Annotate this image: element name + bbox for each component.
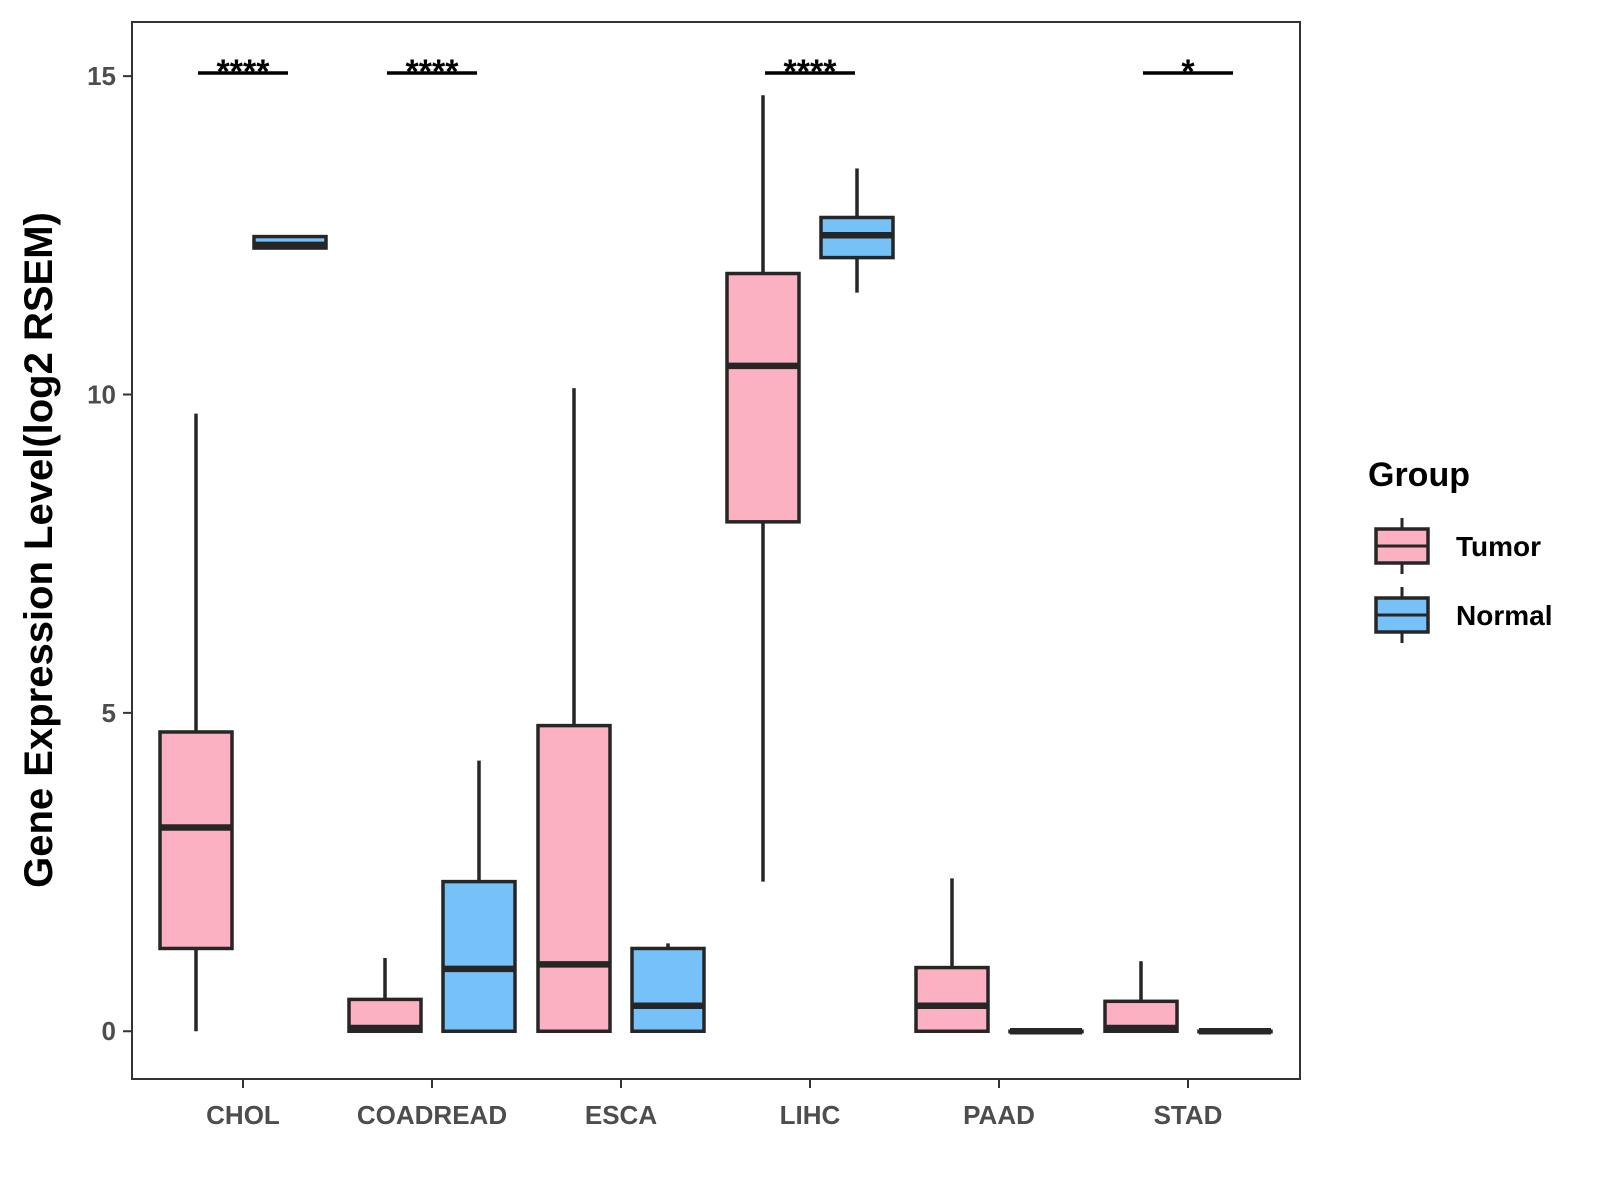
box-tumor-esca — [536, 388, 612, 1033]
x-tick-label: PAAD — [963, 1100, 1035, 1130]
x-tick-label: STAD — [1154, 1100, 1223, 1130]
x-tick-label: CHOL — [206, 1100, 280, 1130]
legend-title: Group — [1368, 456, 1470, 494]
legend-item-normal: Normal — [1374, 587, 1552, 643]
legend-label: Normal — [1456, 600, 1552, 631]
panel-background — [131, 21, 1301, 1080]
box-normal-chol — [252, 234, 328, 250]
box-normal-coadread — [441, 760, 517, 1033]
box-tumor-chol — [158, 413, 234, 1032]
y-tick-label: 5 — [102, 698, 116, 728]
significance-annotations: **** **** **** * — [198, 53, 1233, 91]
box-tumor-stad — [1103, 961, 1179, 1033]
legend: Group Tumor Normal — [1368, 456, 1552, 643]
box-tumor-lihc — [725, 95, 801, 882]
box-body — [725, 271, 801, 524]
significance-label: **** — [217, 53, 271, 91]
x-tick-label: COADREAD — [357, 1100, 507, 1130]
significance-label: * — [1181, 53, 1195, 91]
boxes — [158, 95, 1273, 1035]
significance-label: **** — [784, 53, 838, 91]
y-axis-title: Gene Expression Level(log2 RSEM) — [17, 212, 61, 888]
legend-label: Tumor — [1456, 531, 1541, 562]
y-tick-label: 15 — [87, 61, 116, 91]
y-tick-label: 0 — [102, 1016, 116, 1046]
box-tumor-coadread — [347, 958, 423, 1033]
box-normal-paad — [1008, 1027, 1084, 1035]
box-body — [914, 965, 990, 1033]
significance-label: **** — [406, 53, 460, 91]
x-tick-label: ESCA — [585, 1100, 657, 1130]
box-normal-lihc — [819, 168, 895, 293]
axis-ticks: 0 5 10 15 CHOL COADREAD ESCA LIHC PAAD STAD — [87, 61, 1222, 1130]
box-body — [158, 730, 234, 951]
x-tick-label: LIHC — [780, 1100, 841, 1130]
box-normal-esca — [630, 943, 706, 1033]
box-body — [630, 946, 706, 1033]
box-tumor-paad — [914, 878, 990, 1033]
box-normal-stad — [1197, 1027, 1273, 1035]
y-tick-label: 10 — [87, 379, 116, 409]
box-body — [441, 879, 517, 1033]
legend-item-tumor: Tumor — [1374, 518, 1541, 574]
box-body — [536, 723, 612, 1033]
